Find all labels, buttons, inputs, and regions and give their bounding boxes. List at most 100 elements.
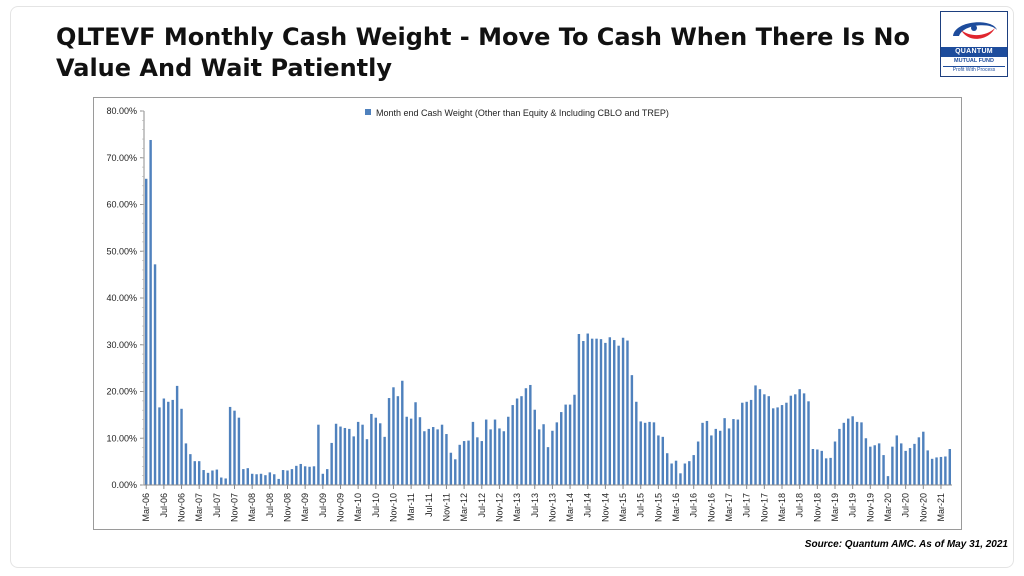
- bar: [869, 446, 872, 485]
- x-tick-label: Mar-06: [141, 493, 151, 522]
- bar: [648, 421, 651, 485]
- bar: [299, 463, 302, 485]
- source-note: Source: Quantum AMC. As of May 31, 2021: [804, 539, 1008, 550]
- x-tick-label: Mar-10: [353, 493, 363, 522]
- bar: [736, 419, 740, 485]
- bar: [242, 469, 245, 485]
- x-tick-label: Nov-09: [335, 493, 345, 522]
- bar: [613, 340, 616, 485]
- bar: [771, 408, 775, 485]
- bar: [303, 466, 307, 485]
- bar: [493, 419, 497, 485]
- bar: [277, 478, 280, 485]
- bar: [162, 398, 166, 485]
- bar: [688, 461, 691, 485]
- logo-sub-text: MUTUAL FUND: [954, 58, 994, 64]
- bar: [829, 457, 832, 485]
- bar: [529, 384, 532, 485]
- bar: [763, 394, 766, 485]
- bar: [286, 470, 289, 485]
- x-tick-label: Mar-20: [883, 493, 893, 522]
- bar: [710, 435, 713, 485]
- x-tick-label: Nov-20: [918, 493, 928, 522]
- bar: [405, 416, 408, 485]
- bar: [723, 418, 726, 485]
- bar: [202, 470, 205, 485]
- x-tick-label: Nov-10: [388, 493, 398, 522]
- legend-swatch: [365, 109, 371, 115]
- bar: [533, 409, 536, 485]
- x-tick-label: Mar-15: [618, 493, 628, 522]
- x-tick-label: Nov-11: [441, 493, 451, 521]
- bar: [674, 460, 678, 485]
- bar: [326, 469, 329, 485]
- bar: [573, 394, 576, 485]
- x-tick-label: Jul-14: [583, 493, 593, 518]
- x-tick-label: Nov-08: [282, 493, 292, 522]
- bar: [356, 421, 360, 485]
- bar: [643, 422, 647, 485]
- x-tick-label: Jul-17: [742, 493, 752, 518]
- x-tick-label: Jul-08: [265, 493, 275, 518]
- bar: [847, 418, 850, 485]
- bar: [175, 385, 179, 485]
- bar: [661, 436, 665, 485]
- bar: [220, 477, 223, 485]
- bar: [507, 416, 510, 485]
- logo-brand-text: QUANTUM: [941, 47, 1007, 57]
- x-tick-label: Nov-14: [600, 493, 610, 522]
- bar: [184, 443, 188, 485]
- bar: [374, 417, 378, 485]
- bar: [626, 340, 629, 485]
- x-tick-label: Jul-09: [318, 493, 328, 518]
- bar: [511, 405, 514, 485]
- bar: [944, 456, 947, 485]
- bar: [582, 341, 585, 485]
- y-tick-label: 20.00%: [106, 387, 137, 397]
- x-tick-label: Jul-15: [636, 493, 646, 518]
- bar: [908, 448, 912, 485]
- bar: [882, 455, 885, 485]
- x-tick-label: Jul-06: [159, 493, 169, 518]
- bar: [666, 453, 669, 485]
- bar: [312, 466, 316, 485]
- bar: [215, 469, 219, 485]
- x-tick-label: Nov-07: [230, 493, 240, 522]
- bar: [824, 458, 828, 485]
- bar: [471, 421, 475, 485]
- bar: [608, 337, 612, 485]
- x-tick-label: Nov-16: [706, 493, 716, 522]
- bar: [741, 402, 744, 485]
- bar: [233, 410, 236, 485]
- bar: [904, 450, 907, 485]
- bar: [206, 472, 210, 485]
- bar: [520, 396, 523, 485]
- bar: [895, 435, 899, 485]
- x-tick-label: Nov-19: [865, 493, 875, 522]
- bar: [427, 428, 430, 485]
- y-tick-label: 10.00%: [106, 433, 137, 443]
- bar: [939, 456, 943, 485]
- bar: [449, 452, 453, 485]
- bar: [789, 395, 793, 485]
- bar: [537, 429, 541, 485]
- bar: [149, 139, 152, 486]
- bar: [785, 402, 788, 485]
- bar: [224, 478, 227, 485]
- bar: [833, 441, 837, 485]
- slide-frame: [10, 6, 1014, 568]
- bar: [352, 436, 355, 485]
- x-tick-label: Mar-17: [724, 493, 734, 522]
- bar: [877, 443, 881, 485]
- bar: [295, 465, 298, 485]
- bar: [913, 443, 916, 485]
- bar: [701, 422, 704, 485]
- bar: [237, 417, 241, 485]
- bar: [595, 338, 598, 485]
- bar: [379, 423, 382, 485]
- bar: [343, 427, 347, 485]
- x-tick-label: Nov-15: [653, 493, 663, 522]
- bar: [670, 463, 673, 485]
- bar: [705, 420, 709, 485]
- bar: [144, 178, 148, 485]
